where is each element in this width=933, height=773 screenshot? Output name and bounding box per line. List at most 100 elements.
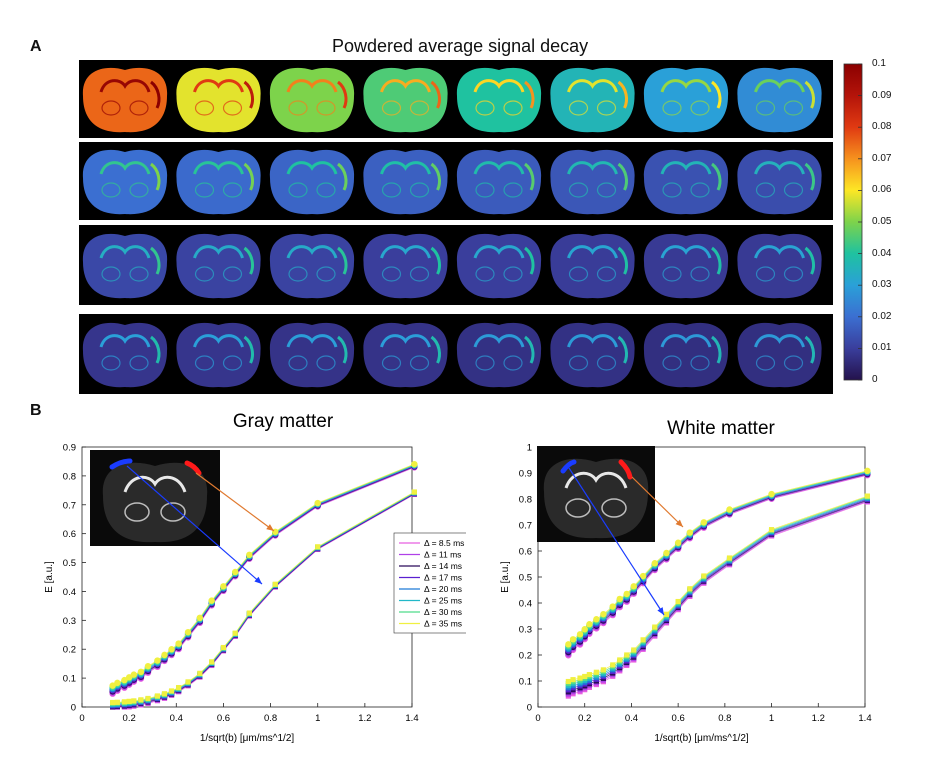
brain-outline (363, 233, 448, 299)
x-tick-label: 0 (535, 713, 540, 724)
corpus-callosum (380, 334, 431, 348)
x-tick-label: 1.4 (405, 713, 418, 724)
y-axis-label: E [a.u.] (500, 561, 511, 593)
brain-outline (456, 67, 542, 133)
hippocampus-right (596, 355, 617, 371)
hippocampus-left (101, 100, 121, 116)
cortex-highlight (337, 335, 348, 364)
cortex-highlight (711, 246, 722, 275)
slice-strip (79, 60, 833, 138)
legend-label: Δ = 35 ms (424, 619, 462, 629)
data-point (609, 603, 616, 610)
cortex-highlight (617, 80, 628, 109)
hippocampus-left (475, 182, 495, 198)
brain-outline (456, 149, 542, 215)
brain-outline (363, 322, 448, 388)
data-point (600, 667, 606, 673)
inset-hippocampus-left (124, 502, 150, 522)
brain-slice (363, 233, 448, 299)
slice-strip-svg (82, 322, 822, 388)
data-point (700, 519, 708, 526)
data-point (232, 630, 238, 636)
hippocampus-left (381, 100, 402, 116)
inset-roi-red (184, 460, 202, 476)
x-tick-label: 0.2 (123, 713, 136, 724)
hippocampus-left (568, 182, 589, 198)
slice-strip-svg (82, 149, 822, 215)
arrow-orange-head (266, 524, 274, 531)
data-point (246, 610, 252, 616)
data-point (246, 551, 253, 558)
cortex-highlight (524, 246, 535, 275)
data-point (110, 699, 116, 706)
x-tick-label: 0 (79, 713, 84, 724)
hippocampus-left (288, 355, 308, 371)
slice-strip (79, 225, 833, 305)
hippocampus-left (194, 355, 215, 371)
data-point (220, 644, 227, 651)
hippocampus-left (194, 266, 215, 282)
brain-slice (456, 149, 542, 215)
hippocampus-right (222, 266, 243, 282)
corpus-callosum (660, 79, 712, 93)
inset-roi-red (618, 459, 633, 480)
x-tick-label: 0.4 (625, 713, 638, 724)
corpus-callosum (286, 334, 338, 348)
brain-outline (176, 149, 261, 215)
corpus-callosum (193, 245, 244, 259)
brain-outline (550, 149, 635, 215)
brain-outline (176, 67, 261, 133)
data-point (768, 490, 775, 498)
data-point (145, 695, 151, 702)
cortex-highlight (617, 162, 628, 191)
data-point (864, 467, 871, 475)
corpus-callosum (99, 334, 151, 348)
brain-slice (176, 233, 261, 299)
data-point (130, 671, 138, 678)
data-point (687, 586, 693, 592)
x-tick-label: 1.2 (812, 713, 825, 724)
legend-box (393, 532, 466, 634)
legend-entry: Δ = 35 ms (399, 619, 462, 629)
data-point (197, 670, 203, 676)
gray-matter-chart: Gray matter 0 0.2 0.4 0.6 0.8 1 1.2 1.4 0 0.1 0.2 0.… (44, 411, 466, 744)
data-point (701, 573, 707, 579)
hippocampus-right (222, 355, 243, 371)
brain-outline (643, 149, 729, 215)
x-axis-label: 1/sqrt(b) [μm/ms^1/2] (200, 733, 295, 744)
brain-slice (456, 233, 542, 299)
brain-slice (269, 322, 355, 388)
hippocampus-right (316, 182, 336, 198)
hippocampus-right (316, 100, 336, 116)
brain-slice (82, 149, 168, 215)
brain-outline (269, 67, 355, 133)
hippocampus-left (755, 100, 776, 116)
hippocampus-right (129, 182, 149, 198)
y-tick-label: 0.4 (63, 587, 76, 598)
brain-slice (269, 149, 355, 215)
brain-outline (550, 67, 635, 133)
brain-slice (363, 149, 448, 215)
data-point (586, 672, 592, 678)
corpus-callosum (380, 245, 431, 259)
corpus-callosum (473, 161, 525, 175)
brain-slice (643, 149, 729, 215)
brain-outline (269, 149, 355, 215)
brain-outline (456, 322, 542, 388)
cortex-highlight (150, 162, 161, 191)
hippocampus-right (783, 266, 804, 282)
corpus-callosum (567, 245, 618, 259)
data-point (209, 659, 215, 665)
data-point (577, 675, 583, 681)
cortex-highlight (430, 162, 441, 191)
slice-strip-svg (82, 233, 822, 299)
cortex-highlight (243, 162, 254, 191)
cortex-highlight (243, 335, 254, 364)
brain-outline (737, 233, 822, 299)
data-point (726, 506, 733, 513)
brain-outline (82, 322, 168, 388)
cortex-highlight (524, 335, 535, 364)
brain-slice (176, 67, 261, 133)
brain-slice (176, 149, 261, 215)
legend-label: Δ = 17 ms (424, 573, 462, 583)
